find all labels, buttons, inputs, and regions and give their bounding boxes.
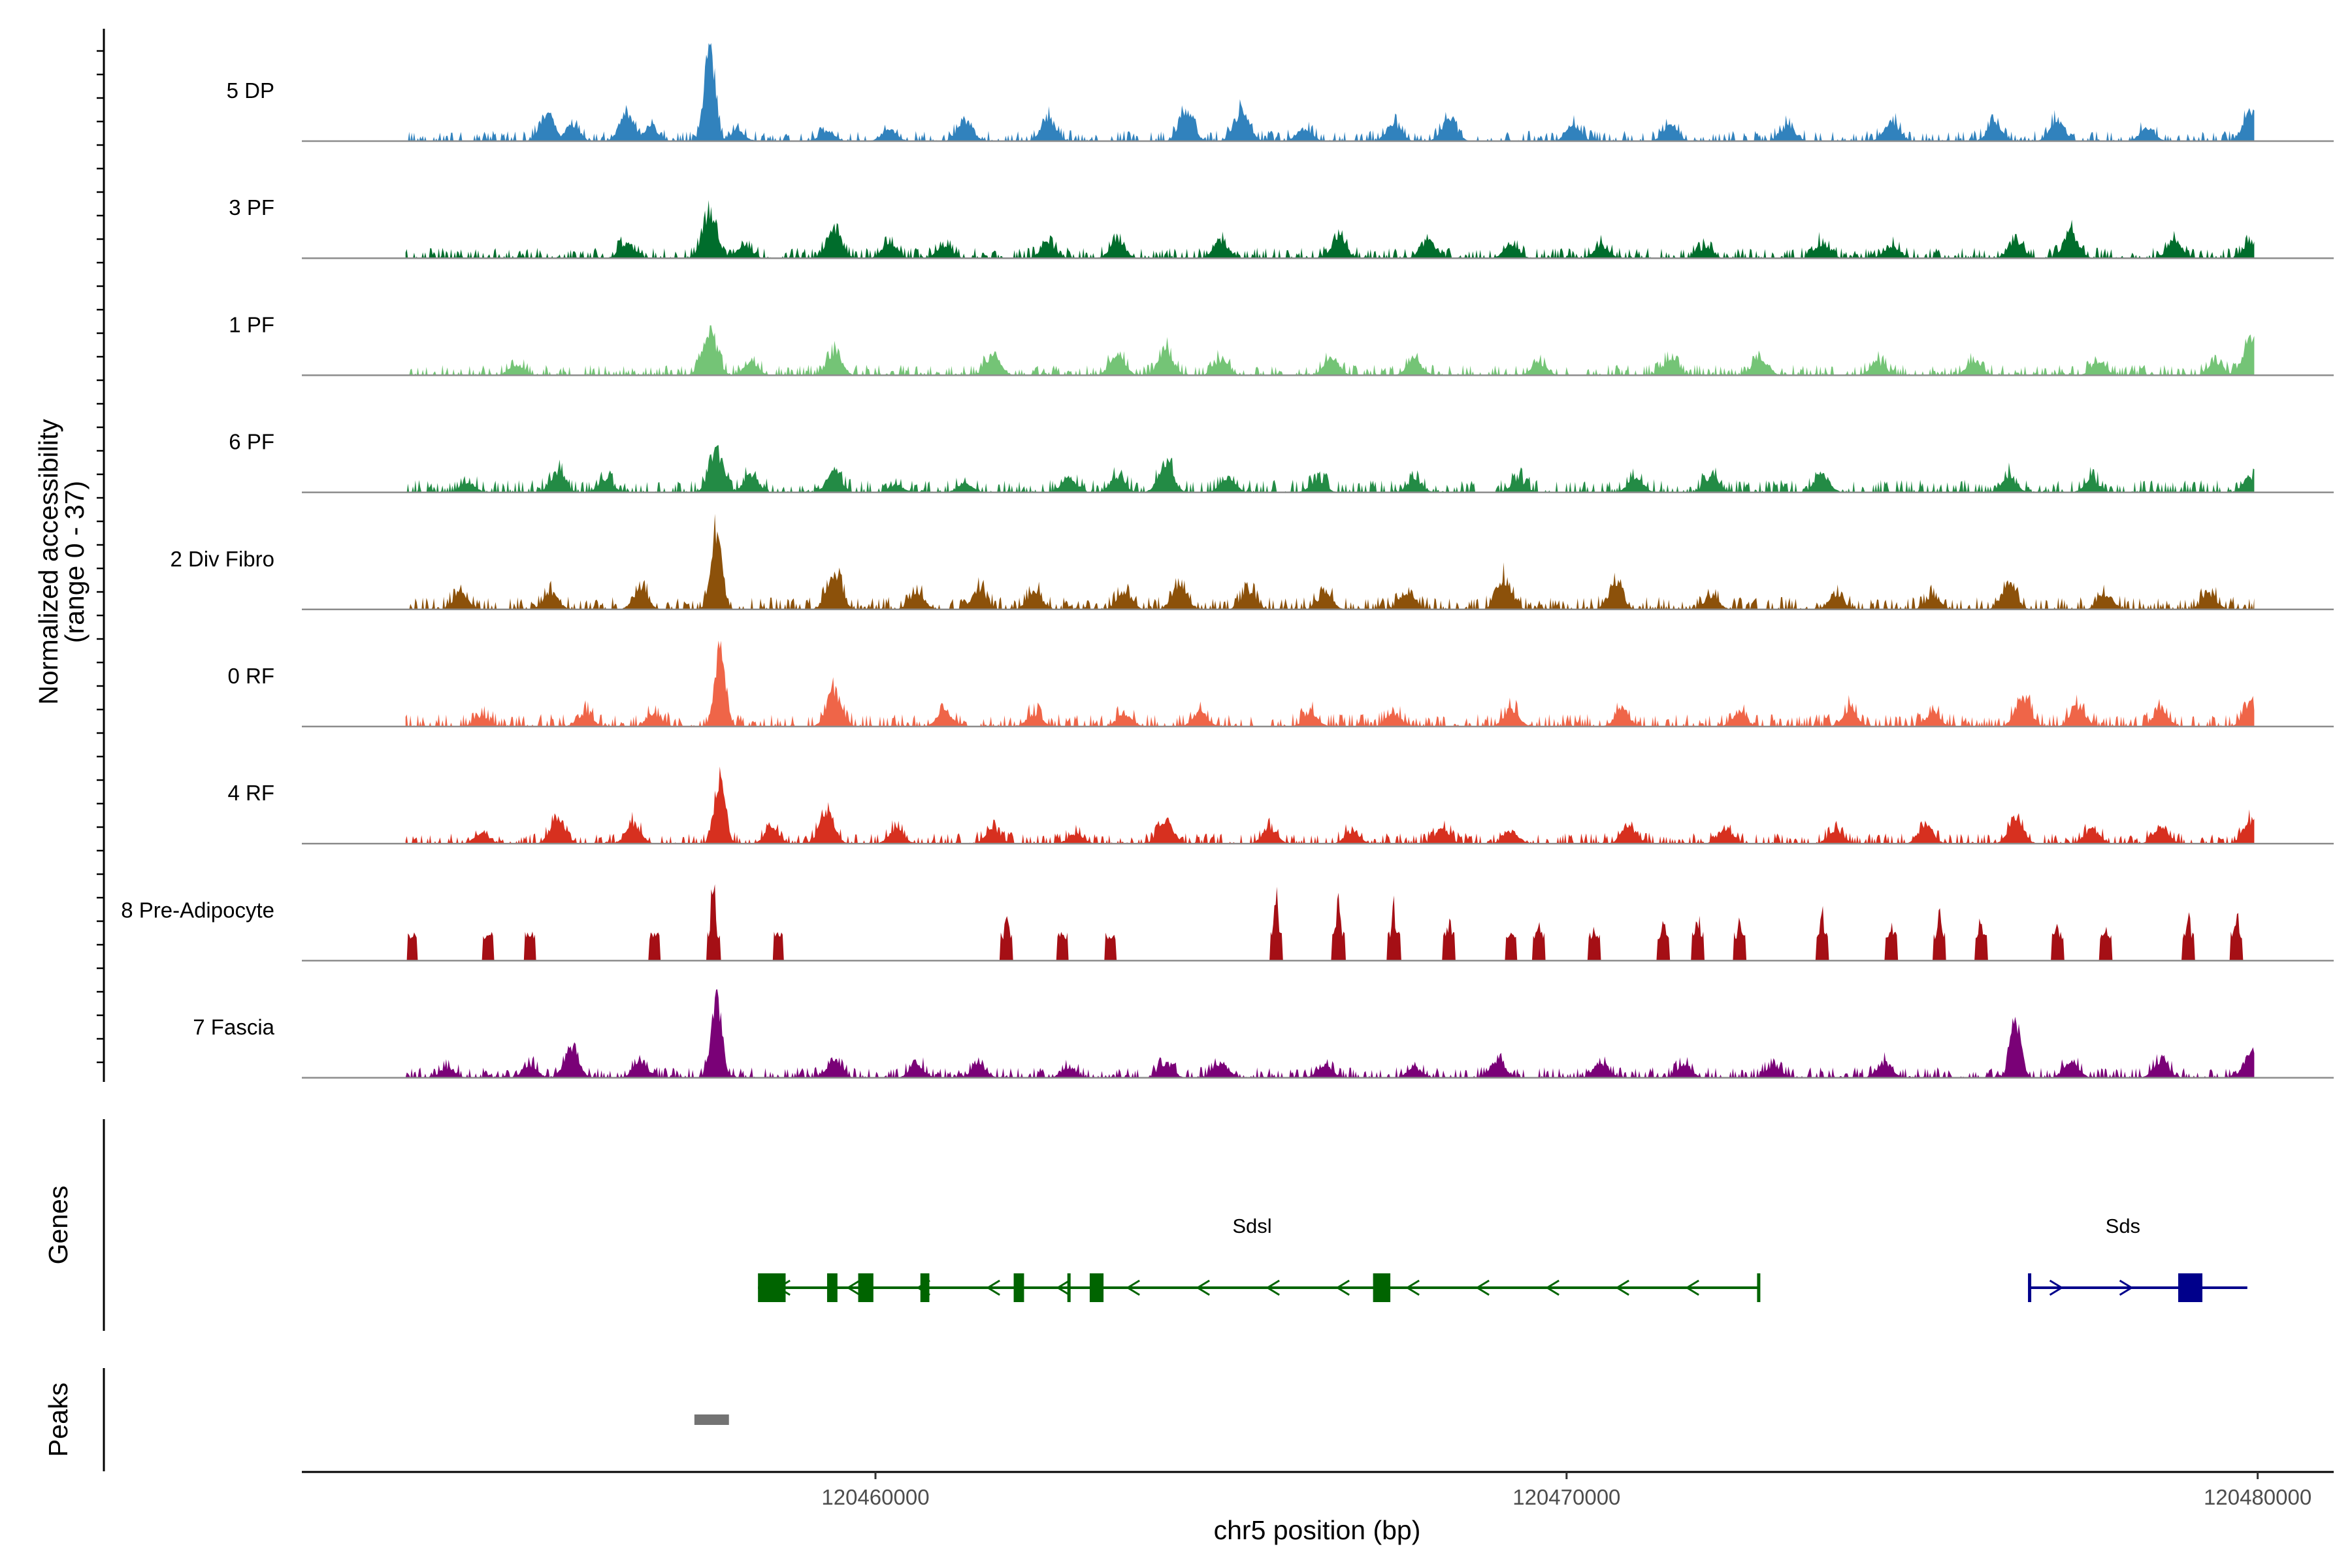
strand-arrow <box>986 1279 1000 1296</box>
x-tick-label: 120460000 <box>821 1485 929 1509</box>
strand-arrow <box>1196 1279 1210 1296</box>
exon <box>1373 1273 1391 1302</box>
exon <box>1089 1273 1104 1302</box>
exon <box>2178 1273 2203 1302</box>
y-axis-ticks <box>97 50 104 1064</box>
x-axis-ticks: 120460000 120470000 120480000 <box>821 1472 2311 1509</box>
strand-arrow <box>1615 1279 1629 1296</box>
strand-arrow <box>1335 1279 1350 1296</box>
track-label: 1 PF <box>229 312 274 336</box>
exon <box>758 1273 786 1302</box>
strand-arrow <box>1685 1279 1699 1296</box>
track-label: 2 Div Fibro <box>170 547 274 571</box>
coverage-area-5-dp <box>405 43 2255 141</box>
exon <box>920 1273 930 1302</box>
peak-region <box>694 1414 729 1425</box>
coverage-tracks: 5 DP 3 PF 1 PF 6 PF 2 Div Fibro 0 RF 4 RF 8 Pre… <box>121 43 2334 1079</box>
strand-arrow <box>846 1279 860 1296</box>
gene-label: Sdsl <box>1232 1215 1271 1237</box>
y-axis-subtitle: (range 0 - 37) <box>59 481 90 643</box>
exon <box>858 1273 874 1302</box>
track-7-fascia: 7 Fascia <box>193 989 2334 1079</box>
exon <box>1013 1273 1024 1302</box>
track-label: 6 PF <box>229 430 274 454</box>
track-label: 7 Fascia <box>193 1015 274 1039</box>
peaks-panel <box>694 1414 729 1425</box>
strand-arrow <box>1056 1279 1070 1296</box>
gene-sds: Sds <box>2028 1215 2247 1302</box>
gene-sdsl: Sdsl <box>758 1215 1761 1302</box>
track-label: 5 DP <box>227 78 274 103</box>
genes-panel: Sdsl Sds <box>758 1215 2247 1302</box>
coverage-area-3-pf <box>405 200 2255 259</box>
coverage-area-0-rf <box>405 640 2255 727</box>
track-label: 3 PF <box>229 195 274 220</box>
track-4-rf: 4 RF <box>227 766 2334 845</box>
track-3-pf: 3 PF <box>229 195 2334 259</box>
track-5-dp: 5 DP <box>227 43 2334 142</box>
strand-arrow <box>1475 1279 1490 1296</box>
strand-arrow <box>1266 1279 1280 1296</box>
track-label: 4 RF <box>227 781 274 805</box>
genes-panel-label: Genes <box>43 1186 73 1265</box>
coverage-area-7-fascia <box>405 989 2255 1078</box>
coverage-area-1-pf <box>405 325 2255 376</box>
strand-arrow <box>2119 1279 2134 1296</box>
y-axis <box>97 29 105 1082</box>
strand-arrow <box>1545 1279 1560 1296</box>
track-label: 0 RF <box>227 664 274 688</box>
x-tick-label: 120470000 <box>1512 1485 1620 1509</box>
track-label: 8 Pre-Adipocyte <box>121 898 274 922</box>
exon <box>826 1273 838 1302</box>
coverage-area-2-div-fibro <box>405 514 2255 610</box>
peaks-panel-label: Peaks <box>43 1382 73 1457</box>
x-tick-label: 120480000 <box>2204 1485 2311 1509</box>
coverage-area-8-pre-adipocyte <box>405 884 2255 961</box>
x-axis-title: chr5 position (bp) <box>1214 1515 1421 1545</box>
track-6-pf: 6 PF <box>229 430 2334 493</box>
coverage-area-4-rf <box>405 766 2255 844</box>
gene-label: Sds <box>2106 1215 2140 1237</box>
strand-arrow <box>2049 1279 2064 1296</box>
strand-arrow <box>1126 1279 1140 1296</box>
strand-arrow <box>1405 1279 1420 1296</box>
track-1-pf: 1 PF <box>229 312 2334 376</box>
track-8-pre-adipocyte: 8 Pre-Adipocyte <box>121 884 2334 962</box>
y-axis-title: Normalized accessibility <box>33 419 63 705</box>
track-0-rf: 0 RF <box>227 640 2334 728</box>
coverage-area-6-pf <box>405 445 2255 493</box>
track-2-div-fibro: 2 Div Fibro <box>170 514 2334 611</box>
